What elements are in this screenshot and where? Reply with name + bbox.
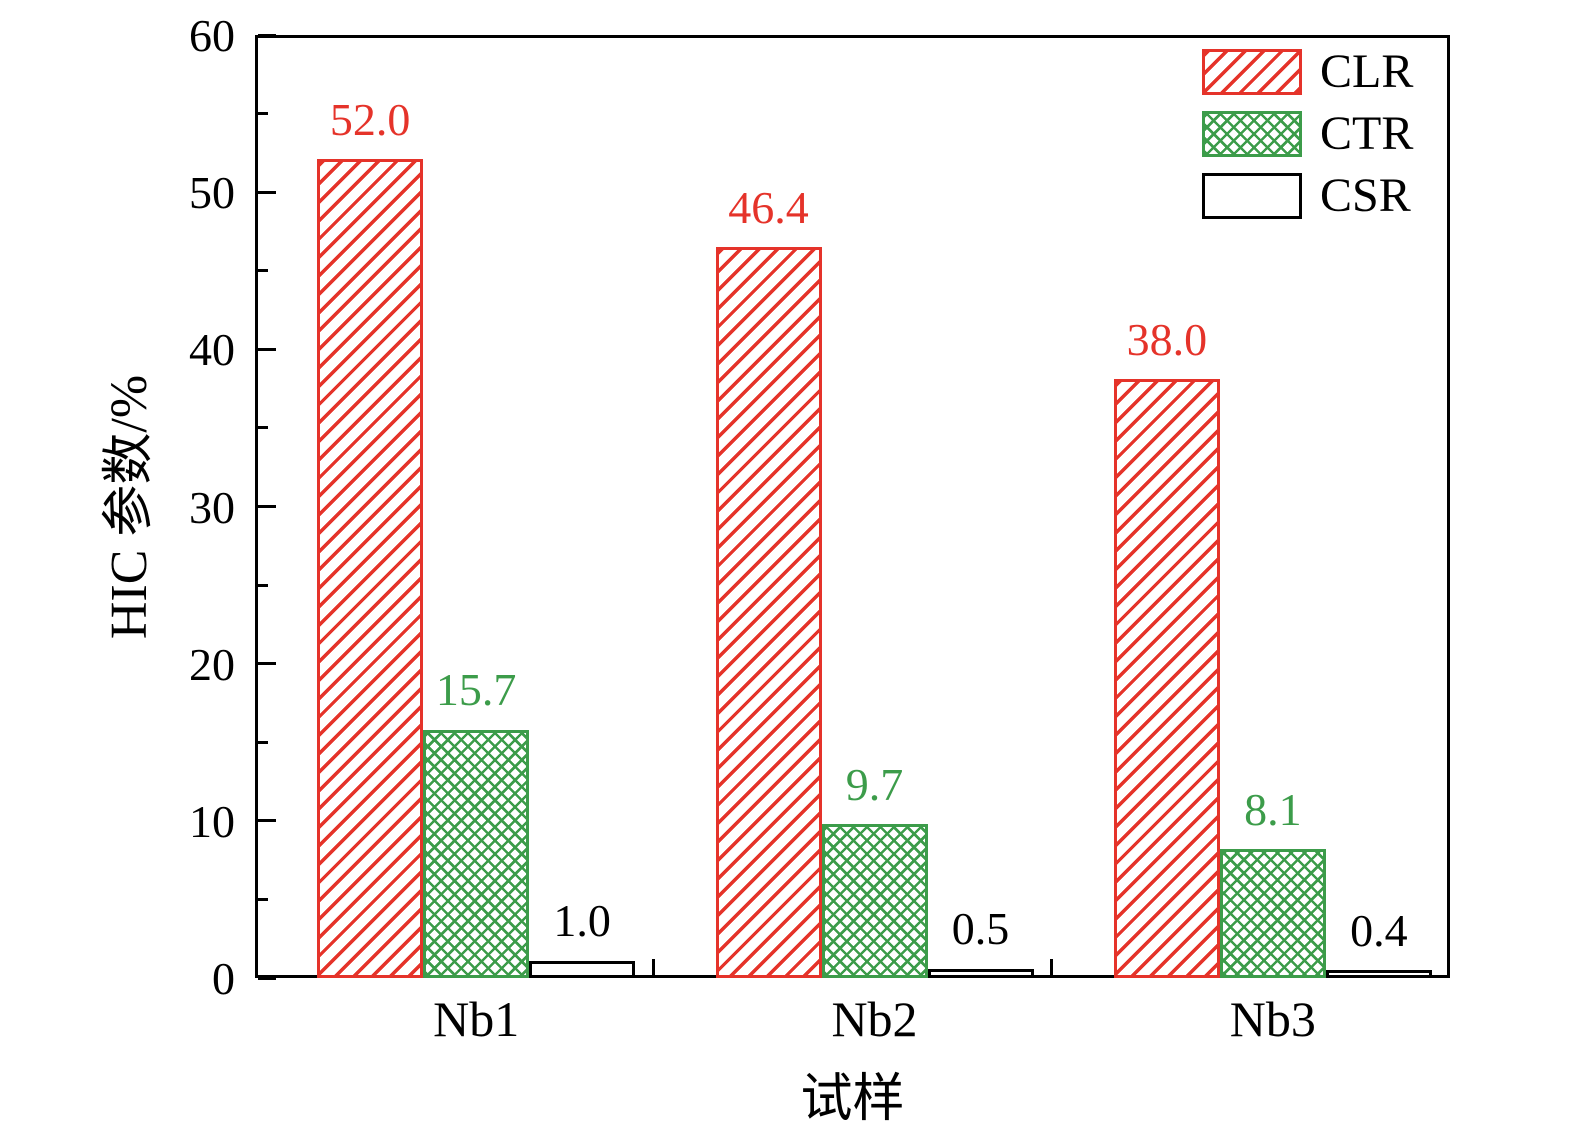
y-axis-minor-tick [258,583,268,587]
x-axis-category-label: Nb3 [1229,991,1316,1047]
x-axis-tick [1050,959,1054,975]
value-label-ctr-nb3: 8.1 [1244,783,1302,835]
y-axis-major-tick [258,505,276,508]
legend-item-clr: CLR [1202,48,1413,96]
value-label-ctr-nb2: 9.7 [845,758,904,810]
value-label-clr-nb2: 46.4 [728,181,809,233]
y-axis-tick-label: 0 [212,953,235,1004]
bar-csr-nb1 [529,960,636,978]
x-axis-category-label: Nb1 [433,991,520,1047]
value-label-csr-nb1: 1.0 [553,895,611,947]
y-axis-minor-tick [258,112,268,116]
y-axis-tick-label: 20 [189,638,235,690]
bar-clr-nb1 [317,159,424,978]
y-axis-tick-label: 60 [189,10,235,61]
y-axis-major-tick [258,662,276,666]
y-axis-major-tick [258,190,276,194]
y-axis-tick-label: 30 [189,481,235,533]
bar-csr-nb3 [1325,970,1432,978]
value-label-clr-nb1: 52.0 [329,93,411,145]
value-label-ctr-nb1: 15.7 [435,664,517,716]
legend-label-ctr: CTR [1320,107,1414,160]
y-axis-major-tick [258,819,276,823]
y-axis-major-tick [258,976,276,980]
y-axis-minor-tick [258,269,268,273]
legend-item-csr: CSR [1202,172,1413,220]
y-axis-tick-label: 10 [189,795,235,847]
x-axis-title: 试样 [800,1071,905,1128]
legend-swatch-clr [1202,49,1302,95]
bar-clr-nb2 [715,247,822,978]
legend-label-csr: CSR [1320,169,1411,222]
bar-ctr-nb3 [1219,849,1326,978]
y-axis-minor-tick [258,426,268,430]
bar-csr-nb2 [927,968,1034,978]
x-axis-category-label: Nb2 [831,991,918,1047]
legend: CLR CTR CSR [1202,48,1413,220]
x-axis-tick [651,959,655,975]
y-axis-major-tick [258,33,276,37]
y-axis-tick-label: 40 [189,324,235,376]
bar-clr-nb3 [1113,379,1220,978]
bar-ctr-nb1 [423,729,530,978]
legend-item-ctr: CTR [1202,110,1413,158]
legend-label-clr: CLR [1320,45,1414,98]
value-label-csr-nb3: 0.4 [1350,904,1408,956]
value-label-clr-nb3: 38.0 [1126,313,1208,365]
bar-ctr-nb2 [821,824,928,978]
y-axis-minor-tick [258,897,268,901]
y-axis-tick-label: 50 [189,167,235,219]
y-axis-major-tick [258,347,276,351]
y-axis-minor-tick [258,740,268,744]
legend-swatch-ctr [1202,111,1302,157]
value-label-csr-nb2: 0.5 [951,903,1010,955]
legend-swatch-csr [1202,173,1302,219]
